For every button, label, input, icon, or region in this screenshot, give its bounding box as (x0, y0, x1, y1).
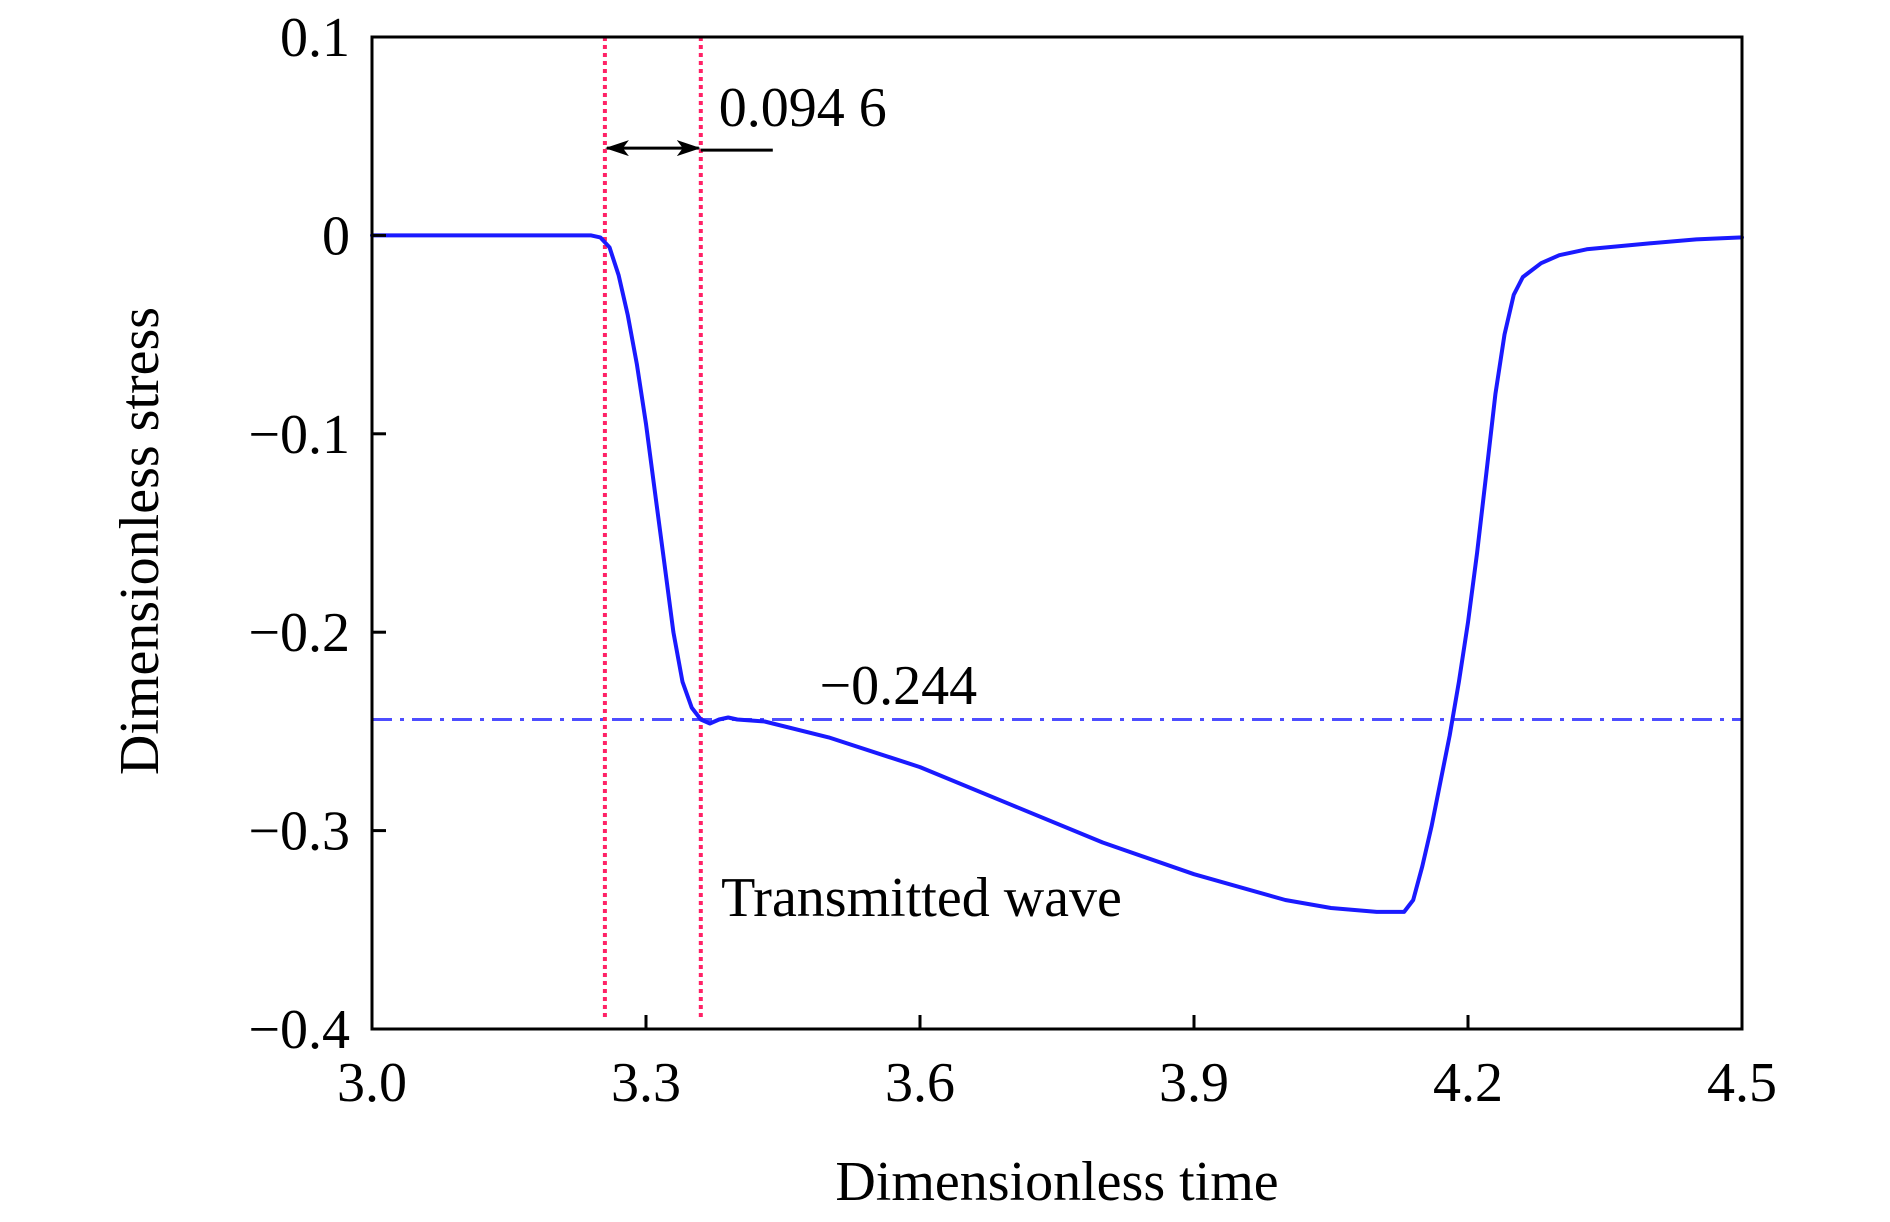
y-tick-label: −0.2 (248, 602, 350, 664)
series-label: Transmitted wave (721, 867, 1122, 929)
y-axis-title: Dimensionless stress (109, 307, 171, 775)
y-tick-label: −0.3 (248, 801, 350, 863)
y-tick-label: −0.1 (248, 404, 350, 466)
x-tick-label: 4.2 (1433, 1052, 1503, 1114)
y-axis: 0.1 0 −0.1 −0.2 −0.3 −0.4 (248, 7, 386, 1061)
reference-lines (372, 37, 1742, 1019)
y-tick-label: −0.4 (248, 999, 350, 1061)
series-layer (370, 233, 1744, 914)
x-tick-label: 4.5 (1707, 1052, 1777, 1114)
y-tick-label: 0 (322, 205, 350, 267)
x-tick-label: 3.0 (337, 1052, 407, 1114)
level-label: −0.244 (820, 655, 978, 717)
plot-frame (370, 35, 1744, 1031)
annotations: 0.094 6 −0.244 Transmitted wave (604, 77, 1122, 929)
series-line-1 (370, 233, 1744, 914)
y-tick-label: 0.1 (280, 7, 350, 69)
x-tick-label: 3.9 (1159, 1052, 1229, 1114)
x-tick-label: 3.3 (611, 1052, 681, 1114)
x-tick-label: 3.6 (885, 1052, 955, 1114)
x-axis: 3.0 3.3 3.6 3.9 4.2 4.5 (337, 1015, 1777, 1114)
x-axis-title: Dimensionless time (835, 1151, 1278, 1213)
interval-label: 0.094 6 (719, 77, 887, 139)
